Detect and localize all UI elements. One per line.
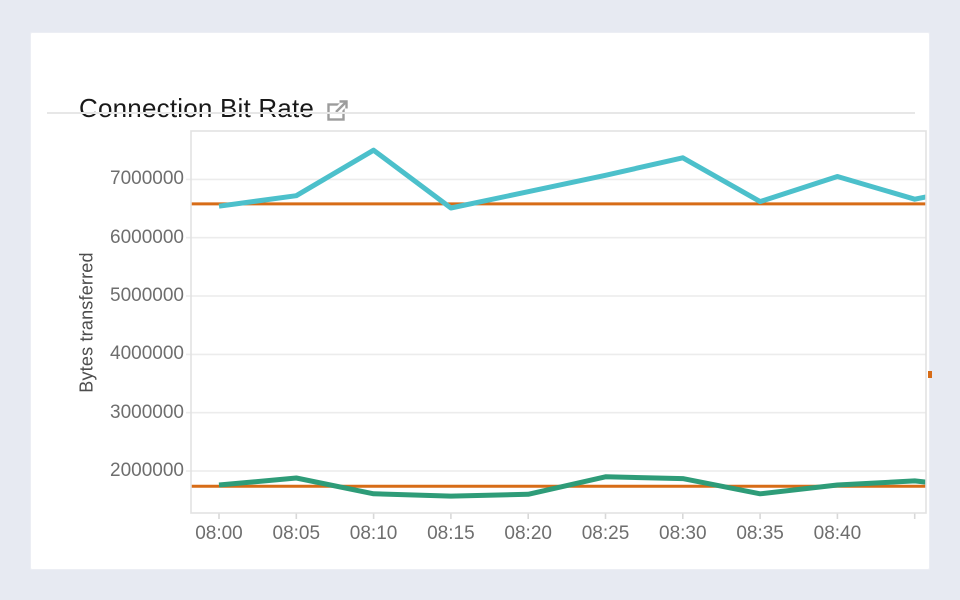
clipped-orange-marker xyxy=(928,371,932,378)
y-tick-label: 5000000 xyxy=(110,285,184,307)
x-tick-label: 08:15 xyxy=(427,523,475,544)
x-tick-label: 08:25 xyxy=(581,523,630,544)
x-tick-label: 08:20 xyxy=(504,523,552,544)
header-divider xyxy=(47,112,915,114)
chart-title: Connection Bit Rate xyxy=(79,93,315,123)
y-tick-label: 7000000 xyxy=(110,168,184,190)
y-tick-label: 4000000 xyxy=(110,343,184,365)
y-tick-label: 6000000 xyxy=(110,226,184,248)
line-chart-plot xyxy=(186,130,927,519)
chart-card: Connection Bit Rate Bytes transferred 70… xyxy=(30,32,930,570)
x-tick-label: 08:05 xyxy=(272,523,321,544)
bytes-transferred-high-series-line[interactable] xyxy=(218,147,927,211)
y-axis-title: Bytes transferred xyxy=(76,252,97,393)
x-tick-label: 08:35 xyxy=(736,523,784,544)
x-tick-label: 08:30 xyxy=(659,523,707,544)
external-link-icon[interactable] xyxy=(326,98,350,122)
chart-header: Connection Bit Rate xyxy=(79,93,350,124)
plot-frame xyxy=(190,130,927,514)
bytes-transferred-low-series-line[interactable] xyxy=(218,474,927,499)
x-tick-label: 08:10 xyxy=(349,523,398,544)
y-tick-label: 2000000 xyxy=(110,460,184,481)
y-tick-label: 3000000 xyxy=(110,401,184,423)
x-tick-label: 08:40 xyxy=(813,523,862,544)
x-tick-label: 08:00 xyxy=(195,523,243,544)
